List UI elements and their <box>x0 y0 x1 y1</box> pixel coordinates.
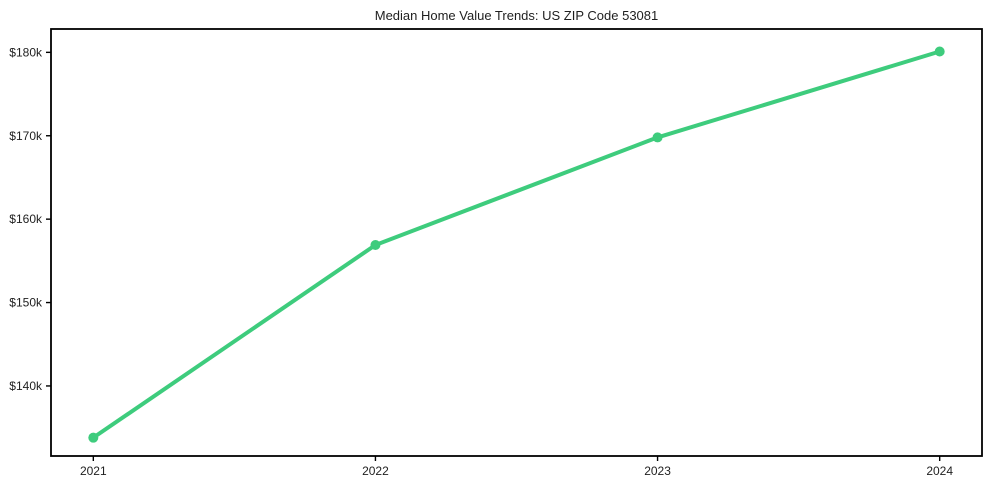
x-tick-label: 2021 <box>80 464 107 478</box>
y-tick-label: $170k <box>9 129 43 143</box>
line-series <box>91 49 942 440</box>
x-tick-label: 2024 <box>926 464 953 478</box>
y-tick-label: $180k <box>9 45 43 59</box>
x-tick-label: 2023 <box>644 464 671 478</box>
chart-title: Median Home Value Trends: US ZIP Code 53… <box>374 8 659 23</box>
plot-frame <box>50 28 983 457</box>
y-tick-label: $150k <box>9 296 43 310</box>
data-point <box>934 46 945 57</box>
data-point <box>652 132 663 143</box>
y-tick-label: $140k <box>9 379 43 393</box>
data-point <box>88 432 99 443</box>
y-tick-label: $160k <box>9 212 43 226</box>
x-tick-label: 2022 <box>362 464 389 478</box>
data-point <box>370 240 381 251</box>
